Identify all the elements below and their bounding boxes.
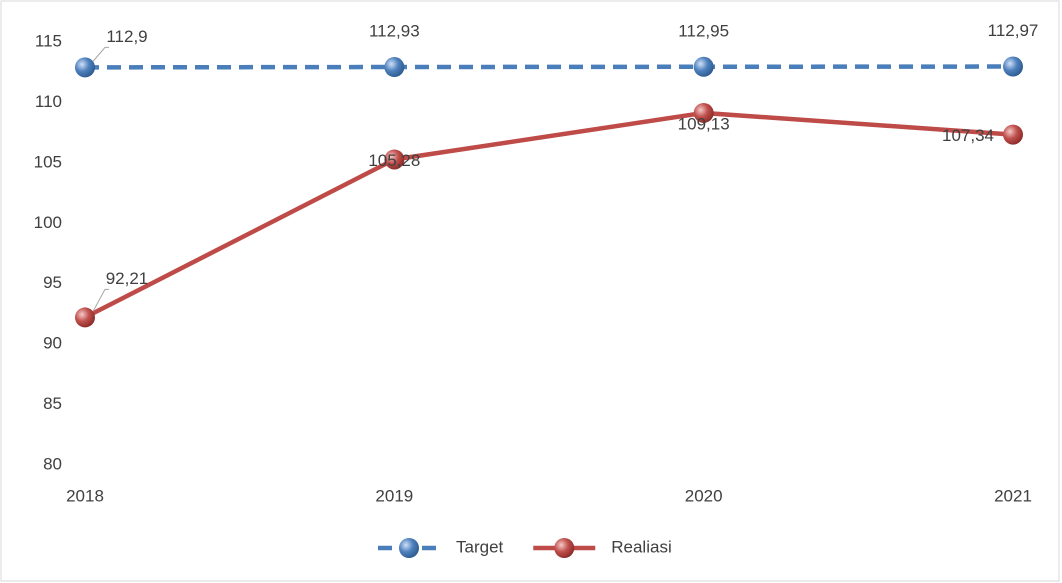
marker bbox=[384, 149, 405, 170]
legend-marker bbox=[554, 538, 575, 558]
marker bbox=[693, 56, 714, 77]
data-label: 112,95 bbox=[678, 21, 729, 40]
legend-label: Realiasi bbox=[611, 537, 671, 556]
legend-label: Target bbox=[456, 537, 504, 556]
data-label: 107,34 bbox=[942, 126, 994, 145]
y-tick-label: 110 bbox=[35, 92, 62, 111]
y-tick-label: 85 bbox=[43, 394, 62, 413]
y-tick-label: 95 bbox=[43, 273, 62, 292]
x-tick-label: 2021 bbox=[994, 486, 1032, 505]
data-label: 112,93 bbox=[369, 22, 420, 41]
marker bbox=[384, 57, 405, 78]
x-tick-label: 2020 bbox=[685, 486, 723, 505]
legend-marker bbox=[399, 538, 419, 558]
y-tick-label: 90 bbox=[43, 334, 62, 353]
data-label: 112,9 bbox=[106, 27, 147, 46]
data-label: 105,28 bbox=[368, 151, 420, 170]
x-tick-label: 2018 bbox=[66, 486, 104, 505]
leader-line bbox=[92, 46, 109, 62]
marker bbox=[1003, 56, 1023, 77]
marker bbox=[75, 57, 95, 78]
y-tick-label: 105 bbox=[34, 152, 62, 171]
data-label: 92,21 bbox=[106, 269, 149, 288]
marker bbox=[693, 102, 714, 123]
data-label: 109,13 bbox=[678, 114, 730, 133]
y-tick-label: 100 bbox=[34, 213, 62, 232]
series-line bbox=[84, 64, 1014, 70]
series-line bbox=[83, 110, 1014, 320]
y-tick-label: 80 bbox=[43, 454, 62, 473]
leader-line bbox=[92, 288, 109, 312]
y-tick-label: 115 bbox=[35, 31, 62, 50]
data-label: 112,97 bbox=[988, 21, 1039, 40]
marker bbox=[1003, 124, 1023, 145]
x-tick-label: 2019 bbox=[375, 486, 413, 505]
marker bbox=[75, 307, 95, 328]
